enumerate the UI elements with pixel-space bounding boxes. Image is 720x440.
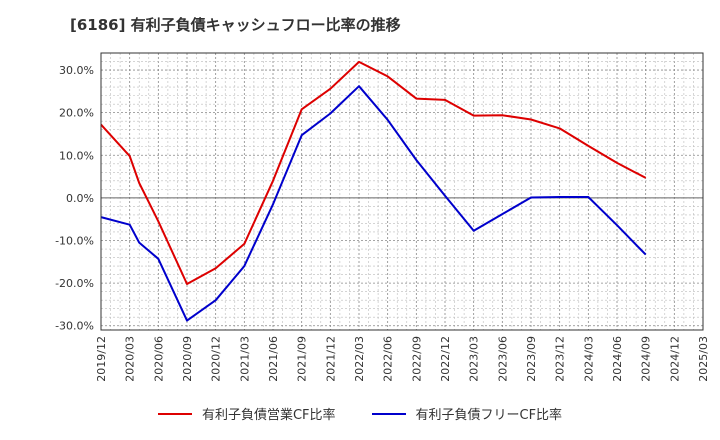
- plot-frame: [100, 52, 704, 331]
- y-axis: 30.0% 20.0% 10.0% 0.0% -10.0% -20.0% -30.0%: [55, 64, 94, 333]
- y-tick-label: 30.0%: [59, 64, 94, 77]
- x-tick-label: 2024/09: [640, 336, 653, 382]
- series-line-free-cf: [100, 85, 647, 322]
- x-tick-label: 2024/03: [582, 336, 595, 382]
- y-tick-label: -30.0%: [55, 320, 94, 333]
- x-tick-label: 2024/06: [611, 336, 624, 382]
- x-tick-label: 2022/09: [410, 336, 423, 382]
- x-tick-label: 2020/09: [181, 336, 194, 382]
- series-line-operating-cf: [100, 60, 647, 285]
- legend-item-free-cf: 有利子負債フリーCF比率: [371, 404, 563, 423]
- x-axis: 2019/12 2020/03 2020/06 2020/09 2020/12 2021/…: [95, 336, 710, 382]
- y-tick-label: -10.0%: [55, 235, 94, 248]
- x-tick-label: 2021/03: [238, 336, 251, 382]
- legend-label-operating-cf: 有利子負債営業CF比率: [201, 408, 336, 423]
- legend-swatch-red: [157, 412, 192, 415]
- legend-item-operating-cf: 有利子負債営業CF比率: [157, 404, 336, 423]
- x-tick-label: 2019/12: [95, 336, 108, 382]
- grid: [100, 53, 704, 330]
- y-tick-label: 0.0%: [66, 192, 94, 205]
- x-tick-label: 2025/03: [697, 336, 710, 382]
- x-tick-label: 2023/06: [496, 336, 509, 382]
- legend-swatch-blue: [371, 412, 406, 415]
- y-tick-label: 20.0%: [59, 107, 94, 120]
- x-tick-label: 2023/12: [554, 336, 567, 382]
- x-tick-label: 2023/09: [525, 336, 538, 382]
- x-tick-label: 2022/06: [382, 336, 395, 382]
- x-tick-label: 2021/06: [267, 336, 280, 382]
- x-tick-label: 2021/12: [324, 336, 337, 382]
- y-tick-label: -20.0%: [55, 277, 94, 290]
- x-tick-label: 2020/12: [210, 336, 223, 382]
- x-tick-label: 2020/03: [124, 336, 137, 382]
- legend-label-free-cf: 有利子負債フリーCF比率: [415, 408, 563, 423]
- legend: 有利子負債営業CF比率 有利子負債フリーCF比率: [0, 404, 720, 423]
- series-lines: [100, 60, 647, 322]
- x-tick-label: 2020/06: [152, 336, 165, 382]
- x-tick-label: 2022/12: [439, 336, 452, 382]
- x-tick-label: 2024/12: [668, 336, 681, 382]
- chart-title: [6186] 有利子負債キャッシュフロー比率の推移: [70, 16, 401, 34]
- x-tick-label: 2021/09: [296, 336, 309, 382]
- x-tick-label: 2022/03: [353, 336, 366, 382]
- y-tick-label: 10.0%: [59, 149, 94, 162]
- x-tick-label: 2023/03: [468, 336, 481, 382]
